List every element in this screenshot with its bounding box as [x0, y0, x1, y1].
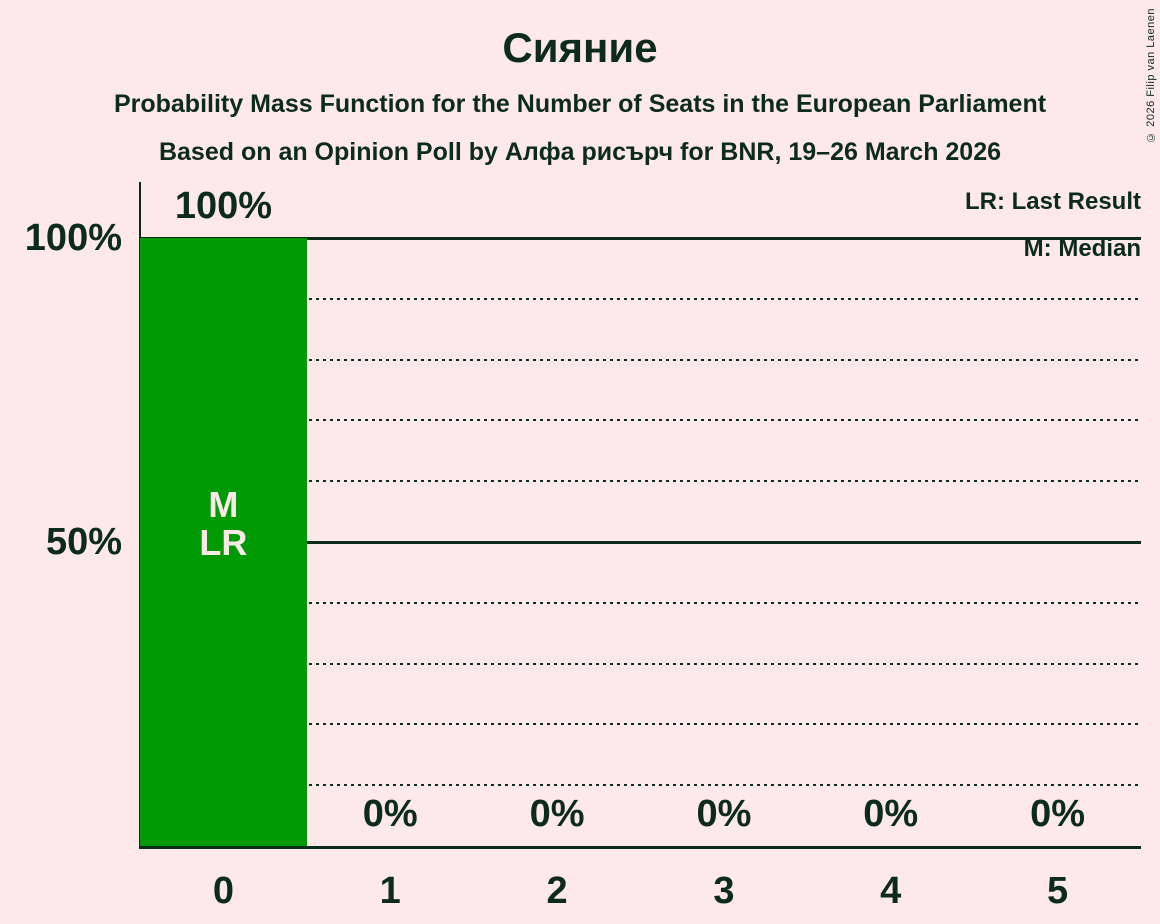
gridline-dotted-90 [141, 297, 1141, 300]
x-tick-label-4: 4 [880, 870, 902, 912]
bar-value-label-3: 0% [696, 793, 752, 835]
gridline-solid-100 [141, 236, 1141, 240]
bar-0 [140, 238, 307, 846]
bar-value-label-0: 100% [174, 185, 273, 227]
x-tick-label-3: 3 [713, 870, 735, 912]
x-tick-label-1: 1 [379, 870, 401, 912]
bar-value-label-1: 0% [362, 793, 418, 835]
x-tick-label-2: 2 [546, 870, 568, 912]
gridline-dotted-60 [141, 480, 1141, 483]
chart-subtitle: Probability Mass Function for the Number… [113, 90, 1047, 118]
gridline-solid-50 [141, 540, 1141, 544]
legend-last-result: LR: Last Result [964, 188, 1141, 215]
gridline-dotted-40 [141, 601, 1141, 604]
y-tick-label-100: 100% [24, 217, 122, 259]
bar-value-label-4: 0% [863, 793, 919, 835]
gridline-dotted-10 [141, 784, 1141, 787]
bar-annotation-median-last-result: M LR [199, 484, 248, 563]
x-tick-label-0: 0 [212, 870, 234, 912]
gridline-dotted-70 [141, 419, 1141, 422]
x-axis-line [139, 846, 1141, 849]
gridline-dotted-80 [141, 358, 1141, 361]
legend-median: M: Median [1023, 235, 1141, 262]
bar-value-label-2: 0% [529, 793, 585, 835]
chart-poll-details: Based on an Opinion Poll by Алфа рисърч … [158, 138, 1002, 166]
gridline-dotted-20 [141, 723, 1141, 726]
gridline-dotted-30 [141, 662, 1141, 665]
x-tick-label-5: 5 [1047, 870, 1069, 912]
y-tick-label-50: 50% [45, 521, 122, 563]
bar-value-label-5: 0% [1030, 793, 1086, 835]
chart-title: Сияние [502, 24, 658, 71]
copyright-notice: © 2026 Filip van Laenen [1145, 8, 1157, 143]
